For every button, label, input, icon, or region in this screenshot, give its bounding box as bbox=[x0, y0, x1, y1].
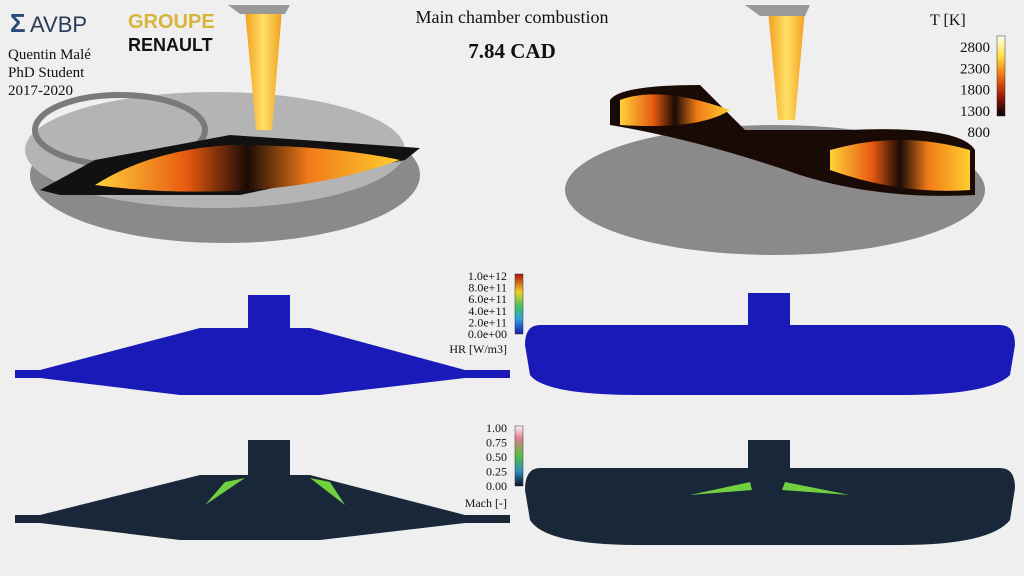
colorbar-tick-label: 0.25 bbox=[486, 465, 507, 479]
logo: AVBP bbox=[30, 12, 87, 37]
hr-section-right bbox=[525, 293, 1015, 395]
colorbar-tick-label: 1800 bbox=[960, 83, 990, 99]
chamber-3d-left bbox=[25, 5, 420, 243]
colorbar-tick-label: 2.0e+11 bbox=[468, 315, 507, 329]
mach-section-right bbox=[525, 440, 1015, 545]
colorbar-tick-label: 0.00 bbox=[486, 479, 507, 493]
colorbar-tick-label: 1.00 bbox=[486, 421, 507, 435]
sigma-icon: Σ bbox=[10, 8, 26, 38]
colorbar-tick-label: 1.0e+12 bbox=[468, 269, 507, 283]
temperature-colorbar bbox=[996, 35, 1006, 117]
colorbar-tick-label: 0.75 bbox=[486, 436, 507, 450]
colorbar-tick-label: 0.50 bbox=[486, 450, 507, 464]
time: 7.84 CAD bbox=[468, 39, 556, 63]
colorbar-tick-label: 800 bbox=[968, 125, 991, 141]
colorbar-tick-label: 2800 bbox=[960, 40, 990, 56]
author: Quentin Malé bbox=[8, 47, 91, 63]
jets bbox=[205, 478, 850, 505]
partner-bottom: RENAULT bbox=[128, 35, 213, 55]
hr-section-left bbox=[15, 295, 510, 395]
colorbar-tick-label: 4.0e+11 bbox=[468, 304, 507, 318]
colorbar-tick-label: 6.0e+11 bbox=[468, 292, 507, 306]
title: Main chamber combustion bbox=[416, 7, 609, 27]
colorbar-ticks: 2800 2300 1800 1300 800 1.0e+128.0e+116.0e+11… bbox=[468, 40, 990, 493]
colorbar-tick-label: 1300 bbox=[960, 104, 990, 120]
hr-colorbar bbox=[514, 273, 524, 335]
temperature-label: T [K] bbox=[930, 12, 966, 29]
partner-top: GROUPE bbox=[128, 11, 215, 33]
colorbar-tick-label: 2300 bbox=[960, 61, 990, 77]
chamber-3d-right bbox=[565, 5, 985, 255]
colorbar-tick-label: 0.0e+00 bbox=[468, 327, 507, 341]
mach-label: Mach [-] bbox=[465, 496, 507, 510]
mach-colorbar bbox=[514, 425, 524, 487]
hr-label: HR [W/m3] bbox=[449, 342, 507, 356]
colorbar-tick-label: 8.0e+11 bbox=[468, 281, 507, 295]
role: PhD Student bbox=[8, 65, 85, 81]
mach-section-left bbox=[15, 440, 510, 540]
years: 2017-2020 bbox=[8, 83, 73, 99]
